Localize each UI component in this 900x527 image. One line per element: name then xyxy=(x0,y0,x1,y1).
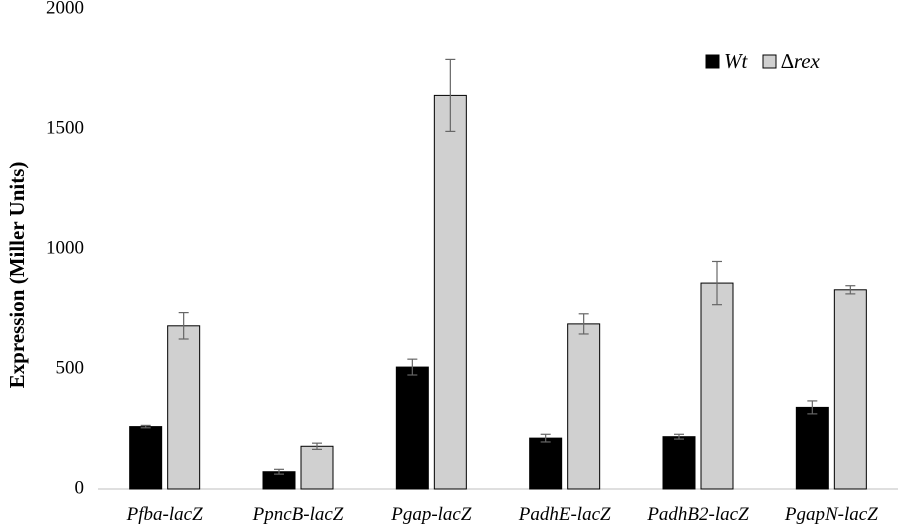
y-axis-title: Expression (Miller Units) xyxy=(5,162,29,389)
bar-rex xyxy=(300,445,334,490)
y-tick-label: 1500 xyxy=(46,117,84,138)
bar-wt xyxy=(662,436,696,490)
error-bars xyxy=(140,58,856,475)
x-axis-category-labels: Pfba-lacZ PpncB-lacZ Pgap-lacZ PadhE-lacZ Pa… xyxy=(126,504,879,525)
bar-wt xyxy=(795,406,829,490)
bar-rex xyxy=(700,282,734,490)
bar-wt xyxy=(395,366,429,490)
bar-rex xyxy=(833,289,867,490)
y-tick-label: 1000 xyxy=(46,237,84,258)
legend-swatch-wt xyxy=(705,54,720,69)
x-category-label: PadhE-lacZ xyxy=(518,504,611,525)
y-tick-label: 500 xyxy=(56,357,85,378)
x-category-label: Pgap-lacZ xyxy=(390,504,472,525)
bar-wt xyxy=(129,426,163,490)
y-tick-label: 0 xyxy=(75,477,85,498)
y-axis-ticks: 0 500 1000 1500 2000 xyxy=(46,0,84,498)
legend-label-rex: ∆rex xyxy=(781,49,821,73)
x-category-label: PpncB-lacZ xyxy=(252,504,344,525)
legend-label-wt: Wt xyxy=(724,49,748,73)
bar-rex xyxy=(433,94,467,490)
x-category-label: PgapN-lacZ xyxy=(784,504,878,525)
bars xyxy=(129,94,867,490)
y-axis-title-group: Expression (Miller Units) xyxy=(5,162,29,389)
x-category-label: Pfba-lacZ xyxy=(126,504,203,525)
legend-swatch-rex xyxy=(762,54,777,69)
bar-rex xyxy=(567,323,601,490)
bar-rex xyxy=(167,325,201,490)
bar-wt xyxy=(529,437,563,490)
x-category-label: PadhB2-lacZ xyxy=(646,504,749,525)
y-tick-label: 2000 xyxy=(46,0,84,18)
legend: Wt ∆rex xyxy=(705,49,821,73)
